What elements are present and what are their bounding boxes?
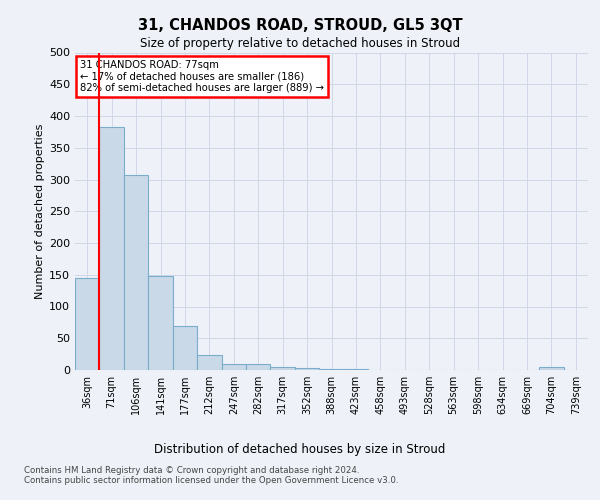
Bar <box>100 127 124 370</box>
Bar <box>539 368 563 370</box>
Text: Size of property relative to detached houses in Stroud: Size of property relative to detached ho… <box>140 38 460 51</box>
Text: Distribution of detached houses by size in Stroud: Distribution of detached houses by size … <box>154 442 446 456</box>
Bar <box>148 276 173 370</box>
Bar <box>75 278 100 370</box>
Bar <box>221 364 246 370</box>
Text: 31, CHANDOS ROAD, STROUD, GL5 3QT: 31, CHANDOS ROAD, STROUD, GL5 3QT <box>137 18 463 32</box>
Y-axis label: Number of detached properties: Number of detached properties <box>35 124 45 299</box>
Text: Contains HM Land Registry data © Crown copyright and database right 2024.
Contai: Contains HM Land Registry data © Crown c… <box>24 466 398 485</box>
Bar <box>197 356 221 370</box>
Bar <box>271 367 295 370</box>
Bar <box>246 364 271 370</box>
Bar <box>124 175 148 370</box>
Bar <box>173 326 197 370</box>
Bar <box>295 368 319 370</box>
Text: 31 CHANDOS ROAD: 77sqm
← 17% of detached houses are smaller (186)
82% of semi-de: 31 CHANDOS ROAD: 77sqm ← 17% of detached… <box>80 60 324 94</box>
